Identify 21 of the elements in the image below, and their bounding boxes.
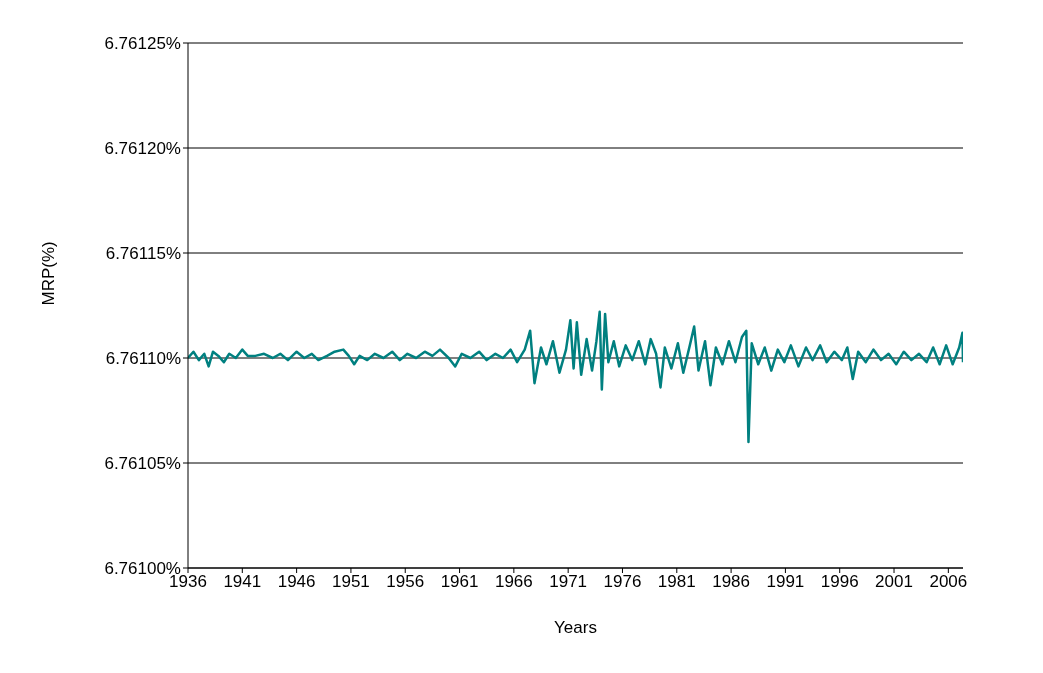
y-tick-label: 6.76105%: [104, 454, 181, 474]
y-tick-label: 6.76110%: [105, 349, 181, 369]
x-tick-label: 1991: [766, 572, 805, 592]
x-tick-label: 1996: [820, 572, 859, 592]
x-tick-label: 1981: [657, 572, 696, 592]
y-tick-label: 6.76125%: [104, 34, 181, 54]
x-tick-label: 1986: [712, 572, 751, 592]
x-tick-label: 1966: [494, 572, 533, 592]
x-tick-label: 1976: [603, 572, 642, 592]
x-axis-title: Years: [554, 618, 597, 637]
x-tick-label: 2001: [875, 572, 913, 592]
x-tick-label: 1951: [332, 572, 370, 592]
y-tick-label: 6.76120%: [104, 139, 181, 159]
x-tick-label: 2006: [929, 572, 968, 592]
x-tick-label: 1961: [440, 572, 479, 592]
x-tick-label: 1946: [277, 572, 316, 592]
x-tick-label: 1956: [386, 572, 425, 592]
y-tick-label: 6.76115%: [105, 244, 181, 264]
x-tick-label: 1941: [223, 572, 262, 592]
x-tick-label: 1971: [549, 572, 588, 592]
y-axis-title: MRP(%): [39, 241, 59, 306]
